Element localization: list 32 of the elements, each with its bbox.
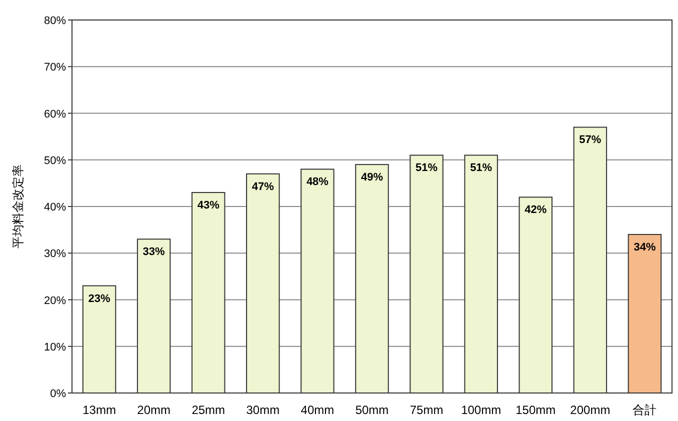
data-label: 57% xyxy=(579,134,602,146)
y-tick-label: 20% xyxy=(44,294,66,307)
x-tick-label: 20mm xyxy=(137,403,170,417)
y-axis-title: 平均料金改定率 xyxy=(11,164,25,248)
data-label: 48% xyxy=(306,176,329,188)
data-label: 42% xyxy=(524,204,547,216)
data-label: 34% xyxy=(634,241,656,254)
x-tick-label: 13mm xyxy=(82,403,116,417)
y-tick-label: 80% xyxy=(44,15,66,27)
data-label: 33% xyxy=(142,246,166,258)
x-tick-label: 25mm xyxy=(192,403,226,417)
y-tick-label: 50% xyxy=(44,154,66,167)
x-tick-label: 40mm xyxy=(300,403,334,417)
data-label: 47% xyxy=(252,180,274,193)
x-tick-label: 200mm xyxy=(570,403,610,417)
data-label: 23% xyxy=(88,292,110,305)
x-tick-label: 100mm xyxy=(461,403,502,417)
x-tick-label: 30mm xyxy=(246,403,280,417)
y-tick-label: 0% xyxy=(50,388,66,400)
y-tick-label: 10% xyxy=(44,341,66,354)
y-tick-label: 70% xyxy=(44,62,66,74)
x-tick-label: 合計 xyxy=(632,403,657,417)
y-tick-label: 40% xyxy=(44,202,66,214)
data-label: 51% xyxy=(470,162,492,174)
x-tick-label: 50mm xyxy=(355,403,389,417)
x-tick-label: 75mm xyxy=(410,403,444,417)
y-tick-label: 30% xyxy=(44,248,66,260)
y-tick-label: 60% xyxy=(44,108,66,120)
x-tick-label: 150mm xyxy=(516,403,556,417)
data-label: 49% xyxy=(360,172,384,184)
data-label: 51% xyxy=(416,162,438,174)
data-label: 43% xyxy=(197,200,220,212)
